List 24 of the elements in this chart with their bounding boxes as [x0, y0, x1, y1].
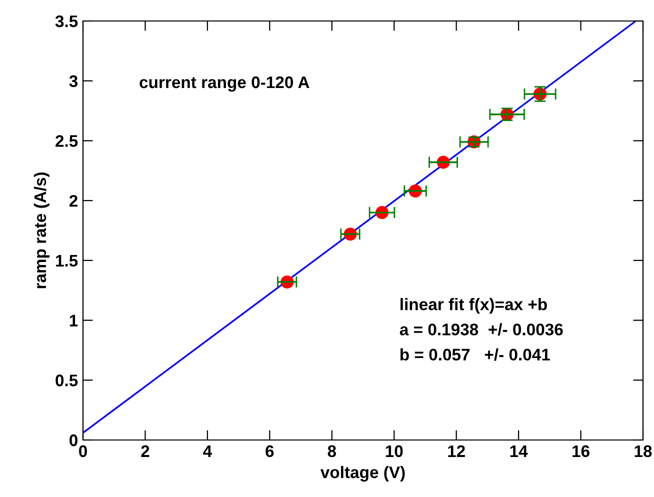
annotation: linear fit f(x)=ax +b	[400, 298, 547, 314]
annotation: a = 0.1938 +/- 0.0036	[400, 323, 563, 336]
x-tick-label: 16	[572, 445, 590, 458]
annotation: current range 0-120 A	[140, 76, 310, 92]
x-tick-label: 14	[510, 445, 528, 457]
y-tick-label: 0.5	[56, 374, 78, 386]
x-tick-label: 10	[386, 445, 403, 458]
x-tick-label: 6	[266, 445, 274, 458]
x-tick-label: 18	[634, 445, 652, 458]
y-tick-label: 0	[70, 434, 78, 446]
x-tick-label: 0	[79, 445, 87, 458]
x-axis-title: voltage (V)	[320, 466, 405, 482]
annotation: b = 0.057 +/- 0.041	[400, 348, 550, 361]
y-tick-label: 2	[69, 194, 78, 207]
y-tick-label: 3	[69, 75, 78, 88]
x-tick-label: 12	[448, 445, 465, 457]
x-tick-label: 2	[141, 445, 150, 457]
y-axis-title: ramp rate (A/s)	[34, 172, 50, 288]
y-tick-label: 1	[70, 314, 78, 326]
x-tick-label: 4	[203, 445, 212, 457]
x-tick-label: 8	[328, 445, 336, 458]
y-tick-label: 3.5	[55, 15, 78, 28]
y-tick-label: 1.5	[56, 255, 78, 267]
y-tick-label: 2.5	[56, 135, 78, 147]
